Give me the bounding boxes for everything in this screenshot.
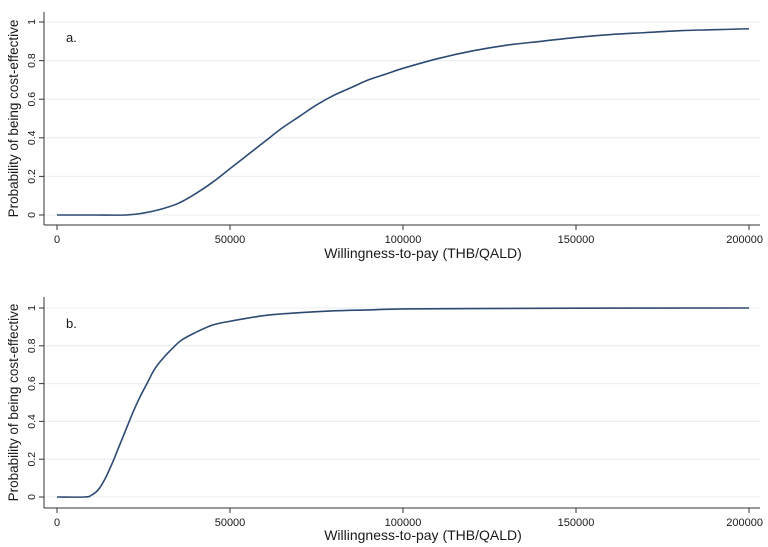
y-tick-label: 0.4 [26,414,38,429]
y-tick-label: 0.8 [26,53,38,68]
x-tick-label: 200000 [726,517,763,529]
x-tick-label: 50000 [215,517,246,529]
y-tick-label: 0.8 [26,338,38,353]
y-tick-label: 0.6 [26,376,38,391]
x-axis-title: Willingness-to-pay (THB/QALD) [324,245,522,261]
chart-panel-b: 0 0.2 0.4 0.6 0.8 1 0 50000 100000 150000 200000 Wi… [6,297,763,543]
x-axis-title: Willingness-to-pay (THB/QALD) [324,527,522,543]
x-tick-label: 100000 [385,517,422,529]
x-tick-label: 0 [54,234,60,246]
panel-label: b. [66,316,77,331]
x-tick-label: 0 [54,517,60,529]
x-tick-label: 200000 [726,234,763,246]
x-tick-label: 150000 [558,234,595,246]
y-tick-label: 0.6 [26,92,38,107]
y-tick-label: 0 [26,494,38,500]
y-tick-label: 1 [26,19,38,25]
panel-label: a. [66,30,77,45]
y-axis-title: Probability of being cost-effective [6,20,21,218]
series-line-0 [57,27,750,216]
x-tick-label: 100000 [385,234,422,246]
y-tick-label: 0.2 [26,169,38,184]
y-tick-label: 0.4 [26,130,38,145]
x-tick-label: 50000 [215,234,246,246]
y-tick-label: 0.2 [26,452,38,467]
y-tick-label: 1 [26,305,38,311]
x-tick-label: 150000 [558,517,595,529]
y-tick-label: 0 [26,212,38,218]
chart-panel-a: 0 0.2 0.4 0.6 0.8 1 0 50000 100000 150000 200000 Wi… [6,12,763,261]
series-line-0 [56,307,750,498]
y-axis-title: Probability of being cost-effective [6,304,21,502]
